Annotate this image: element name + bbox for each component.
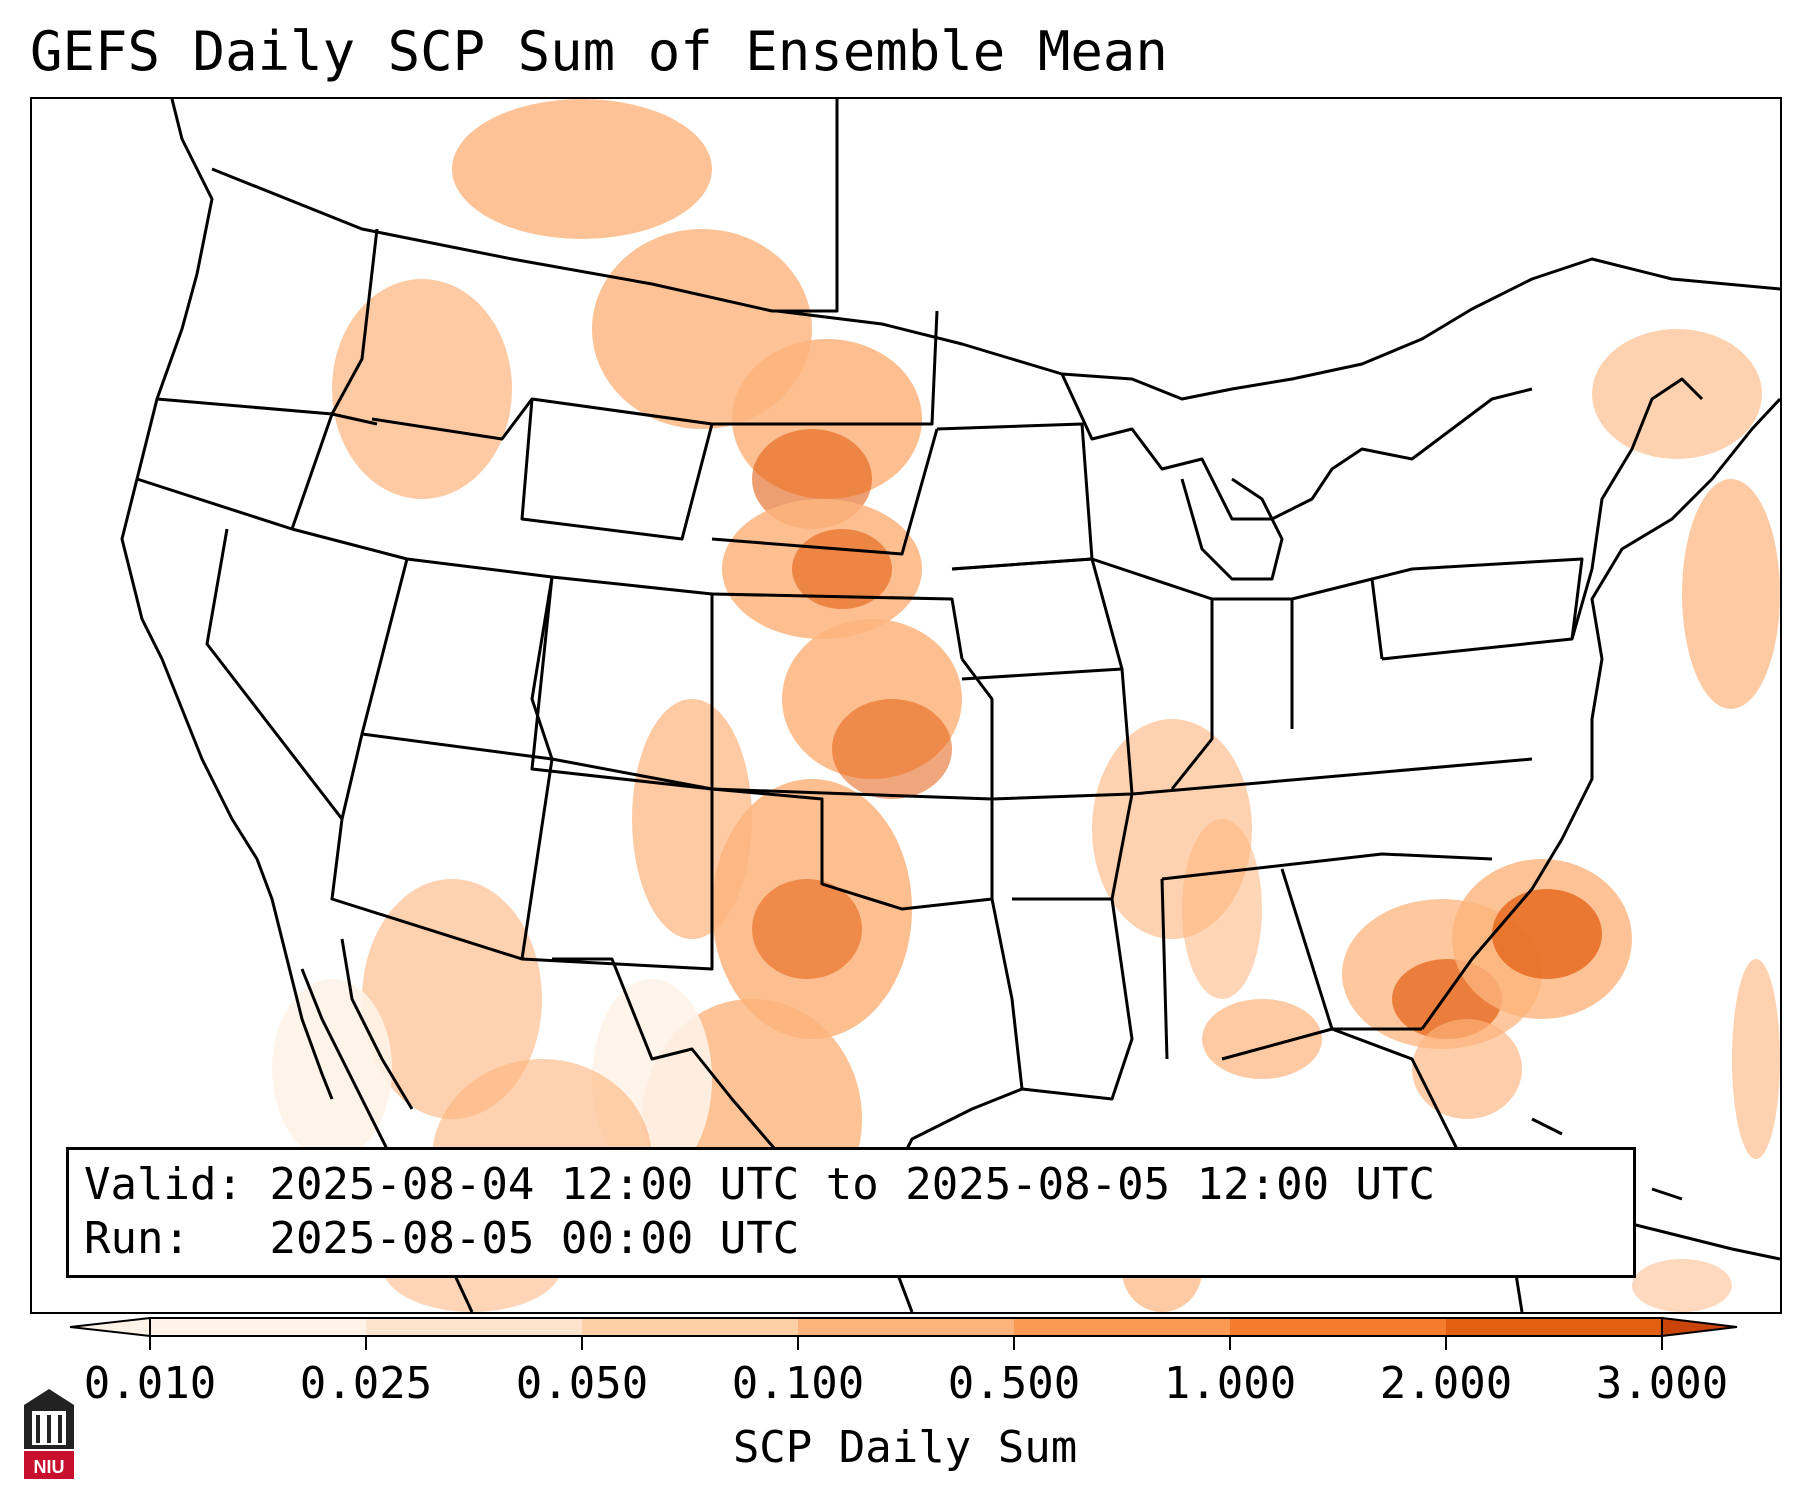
colorbar-tick-label: 0.025	[299, 1358, 433, 1409]
colorbar-segment	[150, 1318, 366, 1336]
scp-field-patch	[1592, 329, 1762, 459]
colorbar-segment	[366, 1318, 582, 1336]
map-title: GEFS Daily SCP Sum of Ensemble Mean	[30, 20, 1168, 83]
oklahoma	[711, 787, 994, 911]
dakotas	[712, 310, 939, 426]
map-canvas	[120, 99, 1780, 1312]
scp-field-patch	[792, 529, 892, 609]
colorbar-segment	[582, 1318, 798, 1336]
al-ga	[1280, 868, 1334, 1030]
ne-ks	[711, 592, 964, 660]
scp-field-patch	[362, 879, 542, 1119]
validity-info-box: Valid: 2025-08-04 12:00 UTC to 2025-08-0…	[66, 1147, 1636, 1278]
pa-ny	[1371, 557, 1584, 661]
mn-ia	[936, 422, 1094, 571]
map-frame	[30, 97, 1782, 1314]
canada-border	[211, 99, 839, 313]
utah	[361, 557, 554, 761]
colorbar-segment	[1014, 1318, 1230, 1336]
scp-field-layer	[272, 99, 1780, 1312]
in-oh	[1212, 597, 1294, 729]
michigan	[1180, 477, 1284, 581]
idaho-west	[290, 228, 379, 530]
baja	[340, 938, 414, 1110]
new-england	[1570, 377, 1704, 640]
run-line: Run: 2025-08-05 00:00 UTC	[84, 1212, 1633, 1266]
valid-value: 2025-08-04 12:00 UTC to 2025-08-05 12:00…	[269, 1159, 1436, 1210]
ia-mo	[951, 557, 1124, 681]
great-lakes	[1060, 373, 1533, 521]
colorbar-tick-label: 0.500	[947, 1358, 1081, 1409]
ms-al	[1160, 878, 1169, 1060]
tn-ky	[1131, 757, 1533, 796]
colorbar-outline	[149, 1317, 1663, 1337]
scp-field-patch	[1492, 889, 1602, 979]
scp-field-patch	[832, 699, 952, 799]
wyoming	[520, 398, 714, 541]
tn-south	[1161, 852, 1493, 881]
nevada	[205, 527, 409, 821]
colorbar-tick-label: 0.010	[83, 1358, 217, 1409]
scp-field-patch	[1202, 999, 1322, 1079]
colorbar-tick-label: 0.050	[515, 1358, 649, 1409]
arizona-nm	[330, 758, 554, 961]
scp-field-patch	[752, 879, 862, 979]
scp-field-patch	[1732, 959, 1780, 1159]
colorbar-label: SCP Daily Sum	[732, 1422, 1078, 1473]
sd-ne	[711, 428, 939, 556]
colorbar-segment	[798, 1318, 1014, 1336]
scp-field-patch	[1412, 1019, 1522, 1119]
valid-label: Valid:	[84, 1159, 243, 1210]
run-label: Run:	[84, 1213, 190, 1264]
scp-field-patch	[272, 979, 392, 1159]
colorbar-tick-label: 3.000	[1595, 1358, 1729, 1409]
scp-field-patch	[452, 99, 712, 239]
valid-line: Valid: 2025-08-04 12:00 UTC to 2025-08-0…	[84, 1158, 1633, 1212]
scp-field-patch	[1182, 819, 1262, 999]
colorbar-tick-label: 2.000	[1379, 1358, 1513, 1409]
scp-field-patch	[1632, 1259, 1732, 1312]
colorbar-tick-label: 1.000	[1163, 1358, 1297, 1409]
scp-field-patch	[1682, 479, 1780, 709]
canada-border-east	[776, 257, 1780, 401]
colorbar	[70, 1316, 1738, 1350]
colorbar-extend-low	[70, 1316, 151, 1338]
colorbar-segment	[1446, 1318, 1662, 1336]
la-ms	[1021, 898, 1134, 1101]
colorbar-segment	[1230, 1318, 1446, 1336]
pacific-coastline	[120, 99, 334, 1100]
niu-logo: NIU	[24, 1389, 74, 1479]
montana-south	[371, 397, 713, 441]
oregon-south	[136, 477, 293, 531]
colorbar-extend-high	[1661, 1316, 1738, 1338]
logo-text: NIU	[34, 1457, 65, 1477]
new-mexico	[521, 757, 714, 971]
run-value: 2025-08-05 00:00 UTC	[269, 1213, 800, 1264]
colorbar-tick-label: 0.100	[731, 1358, 865, 1409]
scp-field-patch	[332, 279, 512, 499]
atlantic-coast	[1420, 397, 1780, 1030]
il-in	[1091, 557, 1214, 790]
oh-pa	[1291, 577, 1384, 660]
